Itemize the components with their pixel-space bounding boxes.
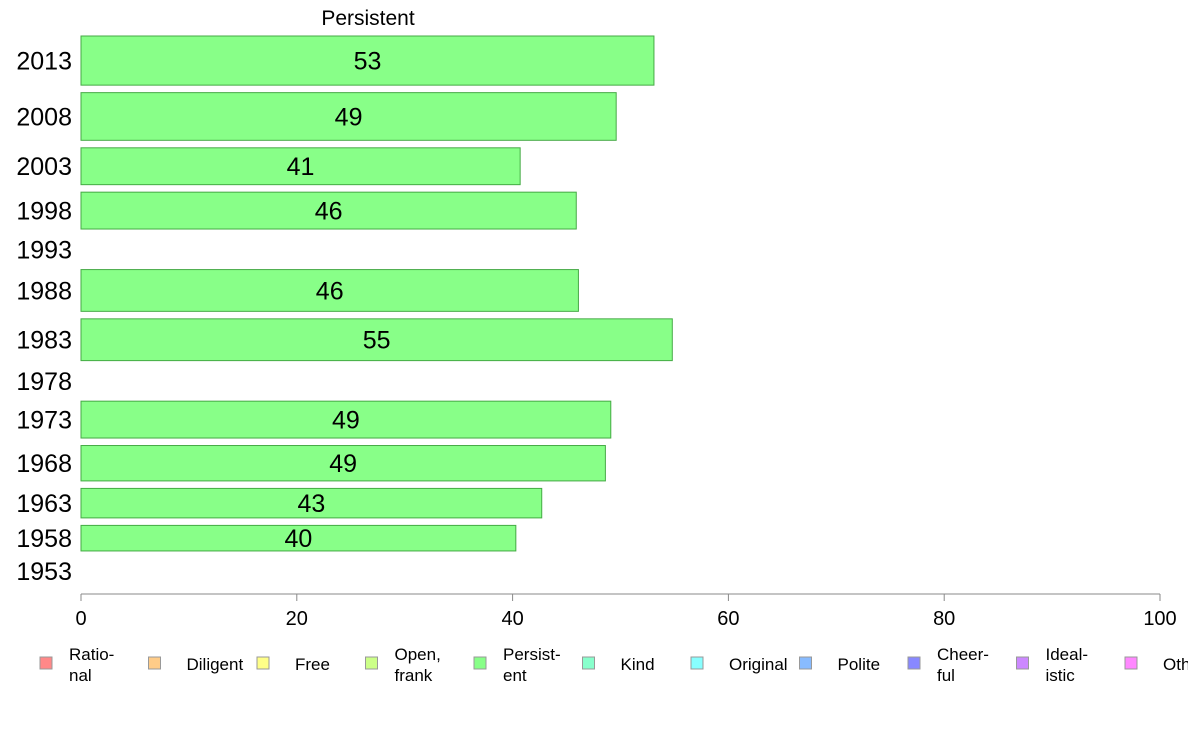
legend-label: Free [295, 655, 330, 674]
bar [80, 92, 617, 141]
y-tick-label: 1973 [16, 407, 72, 435]
legend-label: Open, frank [395, 645, 441, 685]
y-tick-label: 1993 [16, 236, 72, 264]
legend-label: Other [1163, 655, 1188, 674]
legend-swatch [148, 656, 161, 670]
data-label: 53 [354, 48, 382, 76]
y-tick-label: 1983 [16, 327, 72, 355]
y-tick-label: 1988 [16, 277, 72, 305]
data-label: 46 [316, 277, 344, 305]
x-tick-label: 0 [75, 608, 86, 630]
y-tick-label: 2013 [16, 48, 72, 76]
legend-label: Persist-ent [503, 645, 561, 685]
data-label: 40 [285, 525, 313, 553]
x-tick-label: 80 [933, 608, 955, 630]
bar [80, 487, 543, 519]
x-tick-label: 100 [1143, 608, 1176, 630]
legend-swatch [39, 656, 53, 670]
y-tick-label: 1998 [16, 198, 72, 226]
legend-label: Ratio-nal [69, 645, 114, 685]
y-tick-label: 2008 [16, 103, 72, 131]
legend-swatch [907, 656, 921, 670]
y-tick-label: 1963 [16, 490, 72, 518]
legend-label: Diligent [187, 655, 244, 674]
bar [80, 445, 606, 482]
y-tick-label: 1958 [16, 525, 72, 553]
legend-swatch [256, 656, 270, 670]
bar [80, 524, 517, 552]
bar [80, 318, 673, 362]
legend-label: Polite [838, 655, 881, 674]
data-label: 49 [335, 103, 363, 131]
legend-label: Cheer-ful [937, 645, 989, 685]
y-tick-label: 1978 [16, 368, 72, 396]
legend-swatch [473, 656, 487, 670]
data-label: 46 [315, 198, 343, 226]
legend-swatch [582, 656, 595, 670]
data-label: 49 [329, 450, 357, 478]
x-tick-label: 40 [501, 608, 523, 630]
data-label: 55 [363, 327, 391, 355]
bar [80, 147, 521, 186]
chart-title: Persistent [321, 7, 415, 30]
legend-swatch [1016, 656, 1029, 670]
x-tick-label: 20 [286, 608, 308, 630]
bar [80, 400, 612, 439]
y-tick-label: 2003 [16, 153, 72, 181]
legend-label: Ideal-istic [1046, 645, 1089, 685]
bar [80, 191, 577, 230]
data-label: 49 [332, 407, 360, 435]
legend-label: Kind [621, 655, 655, 674]
data-label: 41 [287, 153, 315, 181]
legend-label: Original [729, 655, 788, 674]
x-tick-label: 60 [717, 608, 739, 630]
bar [80, 269, 579, 312]
legend-swatch [1124, 656, 1138, 670]
y-tick-label: 1968 [16, 450, 72, 478]
legend-swatch [365, 656, 378, 670]
bar [80, 35, 655, 86]
legend-swatch [690, 656, 704, 670]
y-tick-label: 1953 [16, 558, 72, 586]
legend-swatch [799, 656, 812, 670]
data-label: 43 [297, 490, 325, 518]
